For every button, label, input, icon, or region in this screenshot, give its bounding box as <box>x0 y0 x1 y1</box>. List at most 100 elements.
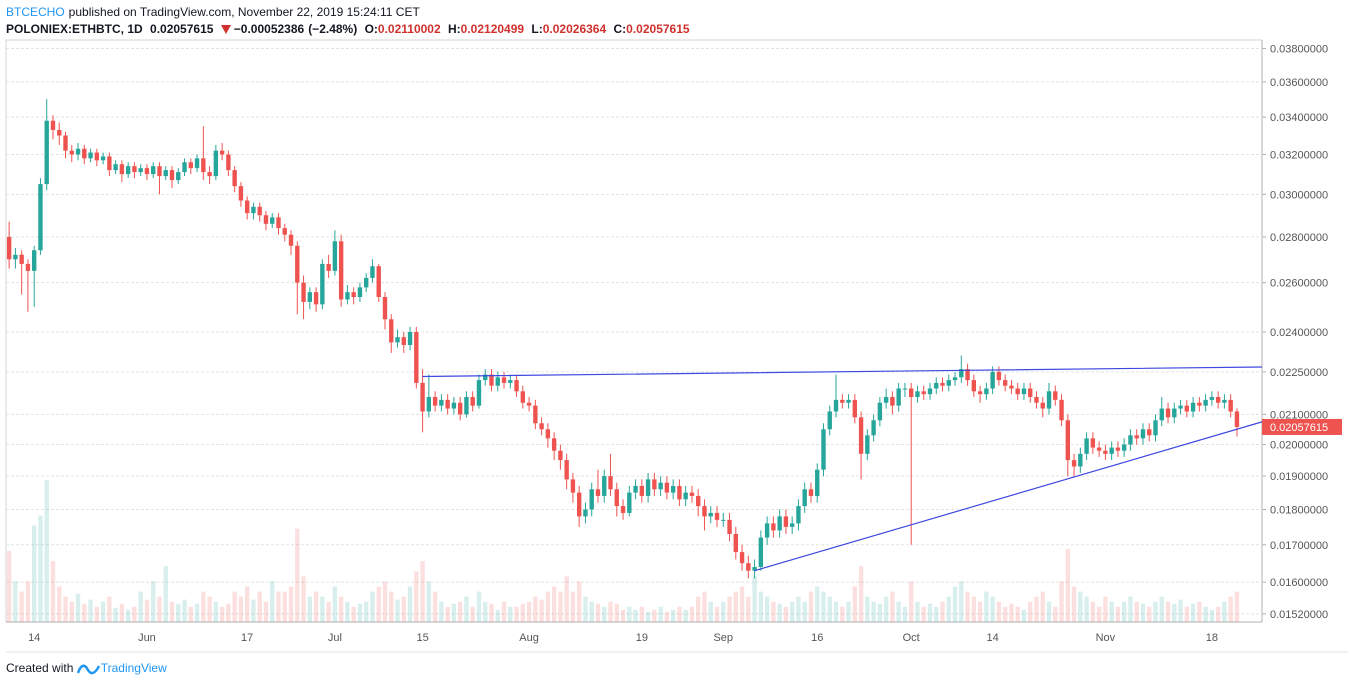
candle-body <box>739 552 745 564</box>
candle-body <box>1040 402 1045 409</box>
volume-bar <box>1121 601 1127 622</box>
symbol: POLONIEX:ETHBTC, 1D <box>6 22 143 36</box>
low-value: 0.02026364 <box>542 22 607 36</box>
volume-bar <box>382 581 388 622</box>
candle-body <box>38 184 43 251</box>
candle-body <box>320 263 325 305</box>
candle-body <box>176 172 181 181</box>
volume-bar <box>451 603 457 622</box>
candle-body <box>1084 438 1089 454</box>
candle-body <box>470 397 475 406</box>
candle-body <box>1096 447 1102 451</box>
volume-bar <box>1028 601 1033 622</box>
candle-body <box>439 399 444 406</box>
candle-body <box>345 292 350 300</box>
candle-body <box>714 512 720 520</box>
x-tick-label: Oct <box>903 632 920 644</box>
volume-bar <box>802 601 807 622</box>
volume-bar <box>176 603 181 622</box>
volume-bar <box>138 591 143 622</box>
brand[interactable]: TradingView <box>100 661 167 675</box>
high-label: H: <box>448 22 461 36</box>
volume-bar <box>1147 606 1152 622</box>
candle-body <box>1009 385 1014 389</box>
candle-body <box>169 170 175 181</box>
candle-body <box>301 282 306 302</box>
volume-bar <box>1153 601 1158 622</box>
x-tick-label: Jul <box>328 632 342 644</box>
close-value: 0.02057615 <box>626 22 690 36</box>
volume-bar <box>1103 596 1108 622</box>
volume-bar <box>1040 591 1045 622</box>
volume-bar <box>508 606 513 622</box>
candle-body <box>533 405 538 424</box>
volume-bar <box>432 591 438 622</box>
volume-bar <box>307 596 313 622</box>
candle-body <box>201 158 206 173</box>
volume-bar <box>476 591 482 622</box>
volume-bar <box>940 601 945 622</box>
candle-body <box>6 236 12 260</box>
down-arrow <box>220 25 231 35</box>
volume-bar <box>1084 596 1089 622</box>
volume-bar <box>915 601 920 622</box>
candle-body <box>13 254 18 260</box>
y-tick-label: 0.03200000 <box>1270 149 1328 161</box>
volume-bar <box>545 591 551 622</box>
candle-body <box>382 297 388 320</box>
candle-body <box>652 479 657 490</box>
y-tick-label: 0.02400000 <box>1270 327 1328 339</box>
volume-bar <box>1184 606 1190 622</box>
candle-body <box>276 217 281 229</box>
volume-bar <box>984 591 989 622</box>
volume-bar <box>1115 606 1121 622</box>
candle-body <box>489 374 494 386</box>
candle-body <box>270 217 275 224</box>
candle-body <box>432 397 438 406</box>
volume-bar <box>564 576 569 622</box>
volume-bar <box>1015 606 1020 622</box>
volume-bar <box>721 601 726 622</box>
y-tick-label: 0.03000000 <box>1270 189 1328 201</box>
candle-body <box>508 380 513 383</box>
volume-bar <box>746 596 751 622</box>
volume-bar <box>395 599 400 622</box>
candle-body <box>1140 429 1146 439</box>
volume-bar <box>389 591 394 622</box>
candle-body <box>19 254 24 264</box>
candle-body <box>545 429 551 439</box>
volume-bar <box>733 591 738 622</box>
candle-body <box>1002 380 1008 386</box>
volume-bar <box>457 601 463 622</box>
volume-bar <box>758 591 764 622</box>
volume-bar <box>1165 601 1171 622</box>
volume-bar <box>840 606 845 622</box>
volume-bar <box>996 601 1002 622</box>
candle-body <box>483 374 488 381</box>
candle-body <box>1215 397 1221 403</box>
candle-body <box>288 234 294 246</box>
volume-bar <box>1178 599 1183 622</box>
candle-body <box>990 371 995 389</box>
candle-body <box>658 482 663 490</box>
volume-bar <box>576 581 582 622</box>
volume-bar <box>332 586 338 622</box>
candle-body <box>1034 397 1039 403</box>
volume-bar <box>257 591 262 622</box>
volume-bar <box>1190 603 1196 622</box>
volume-bar <box>1215 606 1221 622</box>
volume-bar <box>539 599 544 622</box>
x-tick-label: 14 <box>28 632 40 644</box>
candle-body <box>125 166 131 175</box>
y-tick-label: 0.01600000 <box>1270 577 1328 589</box>
volume-bar <box>495 609 500 622</box>
candle-body <box>539 423 544 430</box>
candle-body <box>1128 435 1133 445</box>
candle-body <box>890 397 895 406</box>
candle-body <box>708 512 713 517</box>
volume-bar <box>470 606 475 622</box>
candle-body <box>426 397 432 412</box>
volume-bar <box>31 525 37 622</box>
volume-bar <box>501 601 507 622</box>
volume-bar <box>1197 601 1202 622</box>
